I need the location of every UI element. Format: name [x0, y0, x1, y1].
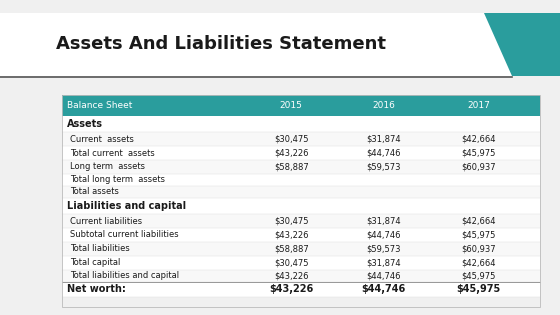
Text: Liabilities and capital: Liabilities and capital	[67, 201, 186, 211]
FancyBboxPatch shape	[62, 186, 540, 198]
Text: $42,664: $42,664	[461, 258, 496, 267]
FancyBboxPatch shape	[62, 282, 540, 297]
Text: Total capital: Total capital	[70, 258, 120, 267]
Text: Total liabilities: Total liabilities	[70, 244, 130, 253]
Text: 2015: 2015	[280, 101, 302, 110]
FancyBboxPatch shape	[62, 132, 540, 146]
FancyBboxPatch shape	[62, 214, 540, 228]
Text: $59,573: $59,573	[366, 163, 401, 171]
Text: Assets And Liabilities Statement: Assets And Liabilities Statement	[56, 35, 386, 53]
FancyBboxPatch shape	[62, 146, 540, 160]
FancyBboxPatch shape	[0, 13, 560, 76]
Text: $43,226: $43,226	[274, 271, 309, 280]
Text: $31,874: $31,874	[366, 258, 401, 267]
FancyBboxPatch shape	[62, 94, 540, 116]
Text: $30,475: $30,475	[274, 217, 309, 226]
Text: 2017: 2017	[468, 101, 490, 110]
Text: $42,664: $42,664	[461, 135, 496, 144]
Text: Total current  assets: Total current assets	[70, 149, 155, 158]
Text: $58,887: $58,887	[274, 244, 309, 253]
Text: $44,746: $44,746	[361, 284, 406, 295]
FancyBboxPatch shape	[62, 116, 540, 132]
FancyBboxPatch shape	[62, 160, 540, 174]
Polygon shape	[484, 13, 560, 76]
Text: $43,226: $43,226	[274, 231, 309, 239]
FancyBboxPatch shape	[62, 270, 540, 282]
Text: $30,475: $30,475	[274, 258, 309, 267]
Text: Current liabilities: Current liabilities	[70, 217, 142, 226]
Text: $45,975: $45,975	[456, 284, 501, 295]
Text: $45,975: $45,975	[461, 231, 496, 239]
FancyBboxPatch shape	[62, 198, 540, 214]
FancyBboxPatch shape	[62, 228, 540, 242]
Text: $31,874: $31,874	[366, 217, 401, 226]
FancyBboxPatch shape	[62, 242, 540, 256]
Text: $43,226: $43,226	[274, 149, 309, 158]
Text: Total assets: Total assets	[70, 187, 119, 196]
Text: $60,937: $60,937	[461, 244, 496, 253]
Text: 2016: 2016	[372, 101, 395, 110]
Text: $45,975: $45,975	[461, 149, 496, 158]
Text: $45,975: $45,975	[461, 271, 496, 280]
Text: $30,475: $30,475	[274, 135, 309, 144]
Text: Total liabilities and capital: Total liabilities and capital	[70, 271, 179, 280]
Text: $44,746: $44,746	[366, 231, 401, 239]
Text: Balance Sheet: Balance Sheet	[67, 101, 133, 110]
FancyBboxPatch shape	[62, 174, 540, 186]
Text: Net worth:: Net worth:	[67, 284, 126, 295]
Text: Subtotal current liabilities: Subtotal current liabilities	[70, 231, 179, 239]
FancyBboxPatch shape	[62, 256, 540, 270]
Text: $60,937: $60,937	[461, 163, 496, 171]
Text: $43,226: $43,226	[269, 284, 314, 295]
Text: Long term  assets: Long term assets	[70, 163, 145, 171]
Text: $44,746: $44,746	[366, 149, 401, 158]
Text: $58,887: $58,887	[274, 163, 309, 171]
Text: Total long term  assets: Total long term assets	[70, 175, 165, 184]
Text: $31,874: $31,874	[366, 135, 401, 144]
Text: Current  assets: Current assets	[70, 135, 134, 144]
Text: Assets: Assets	[67, 119, 103, 129]
Text: $59,573: $59,573	[366, 244, 401, 253]
Text: $44,746: $44,746	[366, 271, 401, 280]
Text: $42,664: $42,664	[461, 217, 496, 226]
